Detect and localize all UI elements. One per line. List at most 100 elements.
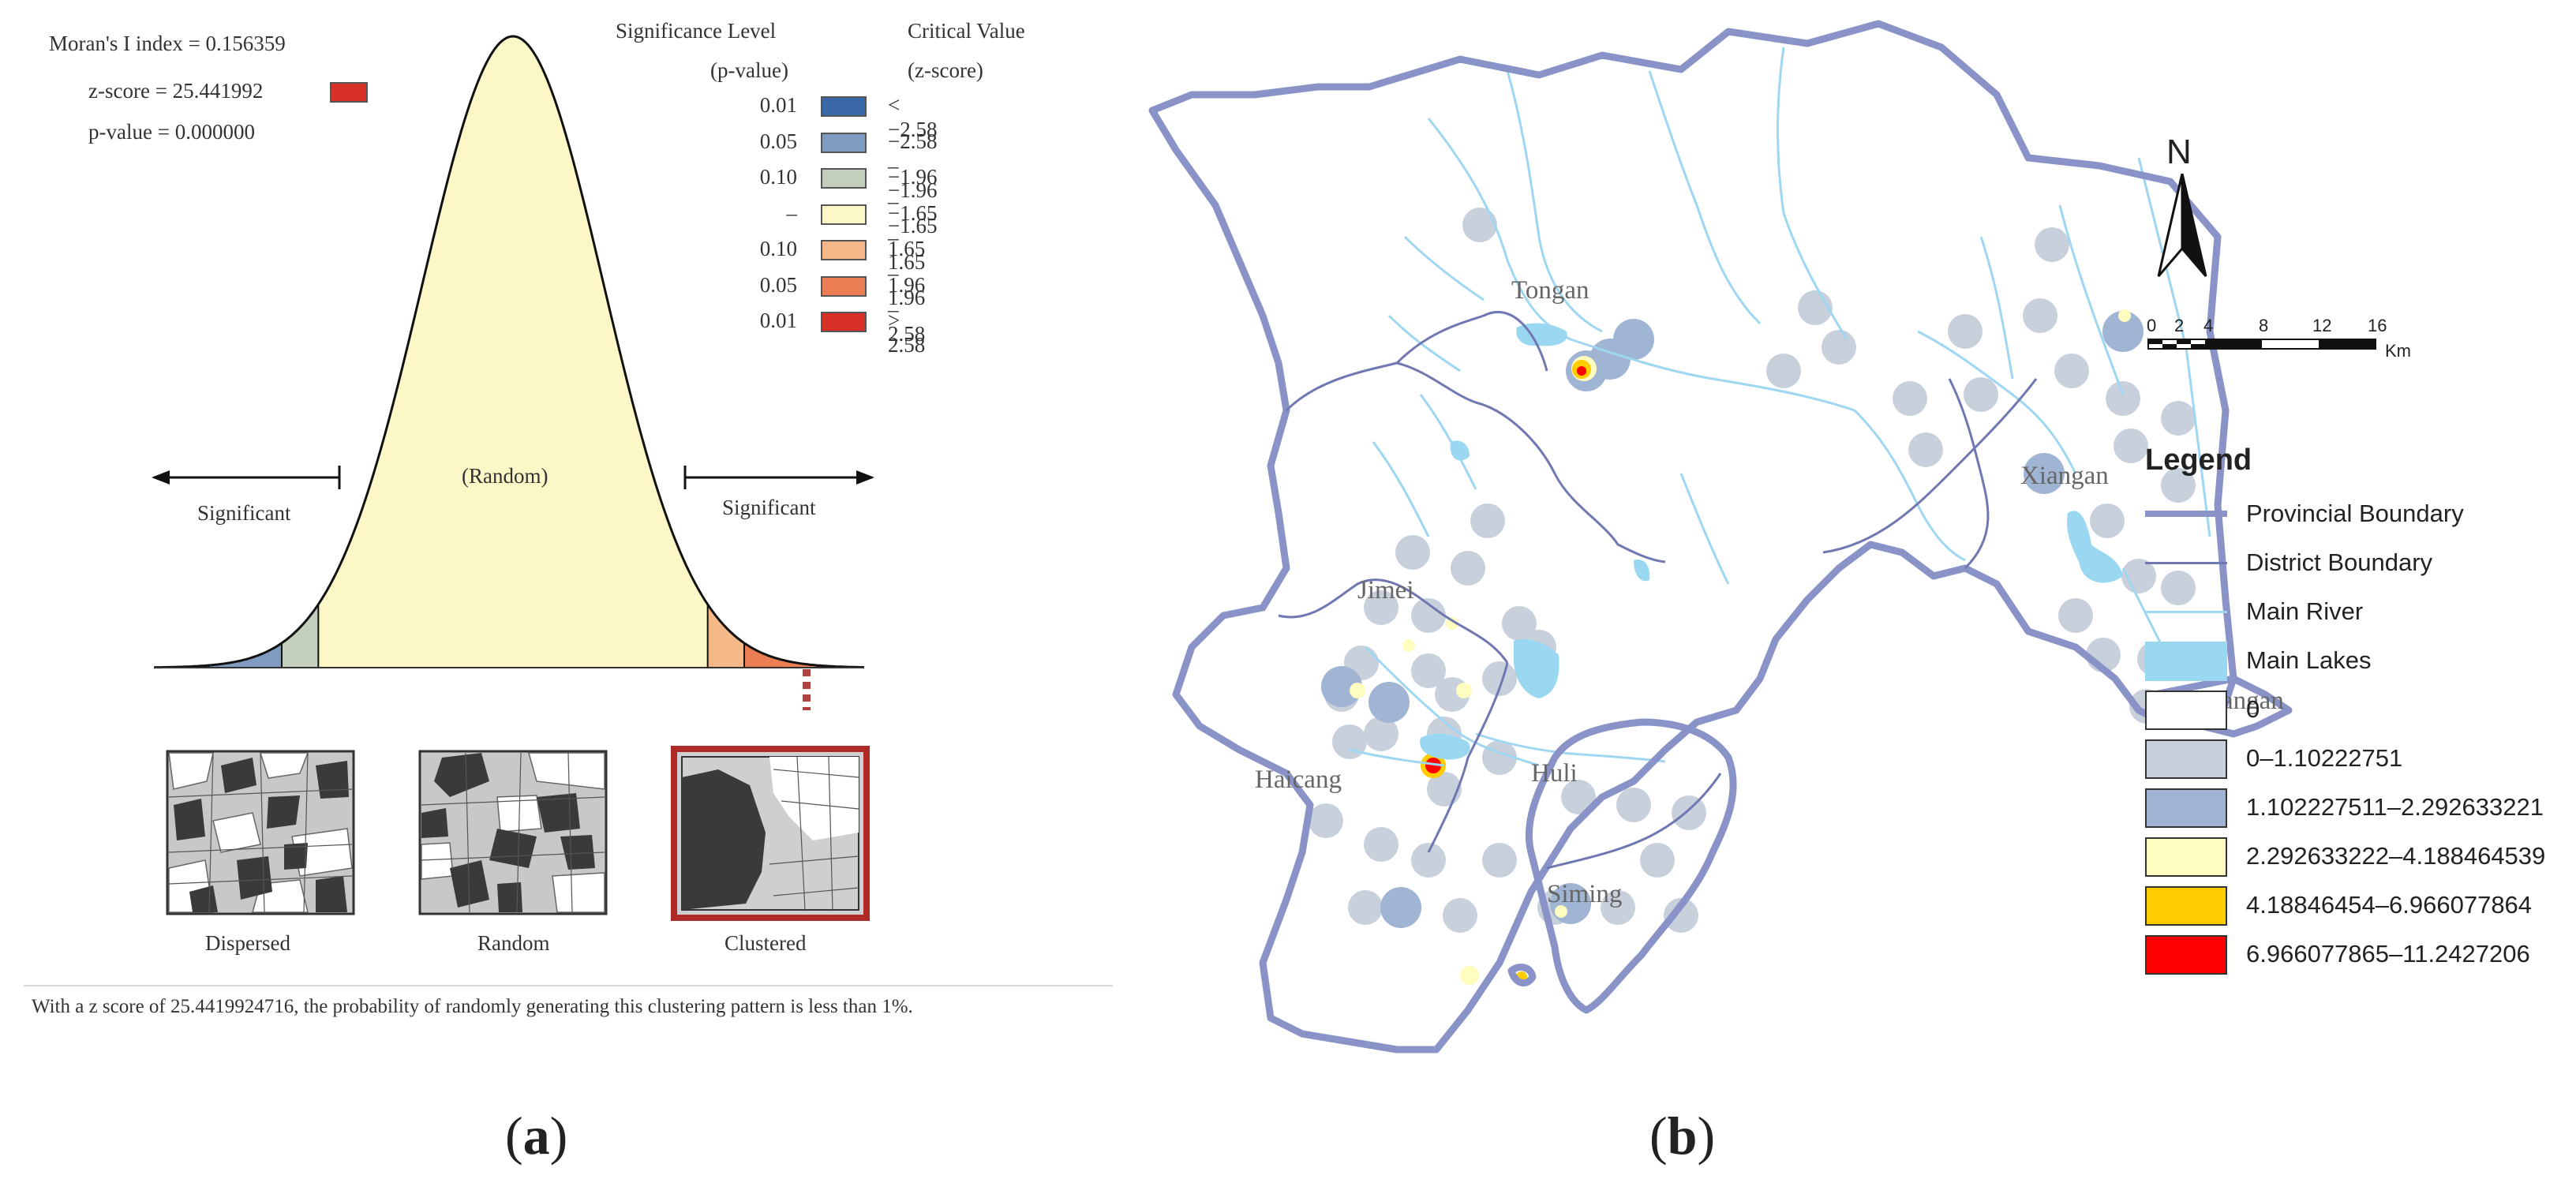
hotspot-mid [1380,887,1421,928]
rivers [1349,47,2211,767]
normal-distribution-chart [152,35,874,710]
curve-band [707,36,745,668]
district-label-siming: Siming [1547,880,1623,908]
map-legend-symbol [2145,739,2227,779]
map-legend-label: Main River [2246,597,2364,625]
scale-tick-8: 8 [2259,316,2269,335]
map-legend-symbol [2145,886,2227,926]
dispersed-label: Dispersed [205,931,290,955]
map-legend-label: 0 [2246,695,2260,723]
clustered-label: Clustered [724,931,807,955]
scale-bar [2147,339,2376,350]
curve-band [154,36,209,668]
hotspot-high [1402,639,1415,652]
hotspot-low [1616,788,1651,822]
hotspot-low [1462,208,1497,242]
scale-tick-2: 2 [2174,316,2185,335]
map-legend-label: 2.292633222–4.188464539 [2246,842,2546,870]
map-legend-item: 6.966077865–11.2427206 [2145,934,2571,976]
significant-right-label: Significant [722,496,816,519]
map-legend-label: 6.966077865–11.2427206 [2246,940,2530,968]
hotspot-low [1640,843,1675,878]
hotspot-low [2161,571,2196,605]
hotspot-low [1443,898,1477,933]
hotspot-mid [2102,311,2144,352]
random-label: (Random) [462,464,549,488]
panel-b: Tongan Xiangan Xiangan Jimei Haicang Hul… [1129,0,2576,1194]
map-legend-title: Legend [2145,444,2252,477]
map-legend-label: District Boundary [2246,548,2433,576]
district-label-xiangan: Xiangan [2020,462,2109,490]
map-legend-symbol [2145,691,2227,730]
hotspot-low [2023,298,2057,333]
hotspot-low [1561,780,1596,814]
hotspot-low [1908,432,1943,467]
map-legend-item: Provincial Boundary [2145,493,2571,536]
random-pattern-image [418,750,608,915]
legend-z-range: −2.58 – −1.96 [888,129,938,202]
map-legend-label: 1.102227511–2.292633221 [2246,793,2544,821]
hotspot-low [1395,535,1430,570]
legend-p-value: 0.10 [759,165,797,189]
p-value-text: p-value = 0.000000 [88,120,255,144]
curve-band [281,36,319,668]
legend-swatch [821,275,867,297]
hotspot-peak [1577,366,1586,376]
dispersed-pattern-image [166,750,355,915]
map-legend-item: 1.102227511–2.292633221 [2145,787,2571,829]
map-legend: Provincial Boundary District Boundary Main… [2145,493,2571,1038]
hotspot-mid [2024,453,2065,494]
left-arrow-head [152,470,170,485]
legend-p-value: 0.05 [759,272,797,297]
curve-band [744,36,818,668]
hotspot-high [1456,683,1472,698]
district-label-haicang: Haicang [1255,765,1342,794]
curve-band [817,36,864,668]
map-legend-item: Main Lakes [2145,640,2571,683]
hotspot-low [1964,377,1998,412]
panel-a: Moran's I index = 0.156359 z-score = 25.… [0,0,1121,1194]
map-legend-item: 0 [2145,689,2571,732]
significant-left-label: Significant [197,501,291,525]
hotspot-low [1470,503,1505,538]
random-pattern-label: Random [477,931,550,955]
scale-tick-12: 12 [2312,316,2332,335]
z-score-text: z-score = 25.441992 [88,79,264,103]
map-legend-item: Main River [2145,591,2571,634]
hotspot-low [2161,468,2196,503]
footnote: With a z score of 25.4419924716, the pro… [32,996,913,1017]
hotspot-low [1672,795,1706,830]
hotspot-high [1350,683,1365,698]
map-legend-item: 0–1.10222751 [2145,738,2571,780]
legend-header-significance: Significance Level [616,19,777,43]
hotspot-low [1664,898,1698,933]
hotspot-low [1332,724,1367,759]
scale-unit: Km [2385,341,2411,361]
legend-z-range: 1.65 – 1.96 [888,237,926,309]
legend-z-range: > 2.58 [888,309,926,357]
legend-header-critical: Critical Value [908,19,1025,43]
caption-b: (b) [1649,1106,1716,1166]
hotspot-low [2161,401,2196,436]
map-legend-symbol [2145,642,2227,681]
legend-swatch [821,96,867,117]
legend-p-value: 0.10 [759,237,797,260]
scale-tick-4: 4 [2203,316,2214,335]
legend-z-range: −1.96 – −1.65 [888,165,938,238]
map-legend-item: District Boundary [2145,542,2571,585]
hotspot-low [2090,503,2125,538]
hotspot-low [1766,354,1801,388]
map-legend-symbol [2145,788,2227,828]
legend-header-zscore: (z-score) [908,58,983,82]
significance-legend: 0.01 < −2.58 0.05 −2.58 – −1.96 0.10 −1.96 – … [718,93,1050,357]
map-legend-label: 4.18846454–6.966077864 [2246,891,2533,919]
hotspot-low [1893,381,1927,416]
hotspot-low [1482,843,1517,878]
district-boundaries [1278,310,2038,870]
hotspot-peak [1425,758,1441,773]
hotspot-mid [1321,666,1362,707]
hotspot-low [1364,717,1398,751]
map-legend-symbol [2145,562,2227,564]
hotspot-low [2035,227,2069,262]
hotspot-low [1822,330,1856,365]
